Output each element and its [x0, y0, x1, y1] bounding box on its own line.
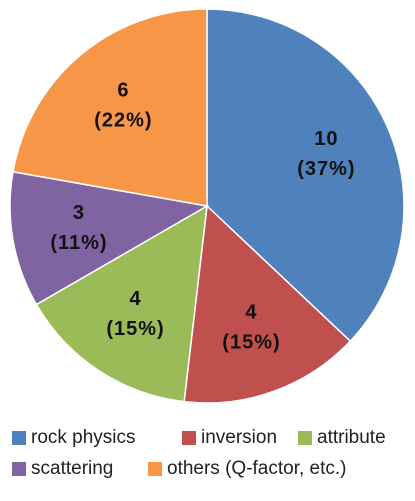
legend-swatch [182, 431, 196, 445]
pie-slice [183, 204, 352, 404]
legend-label: others (Q-factor, etc.) [167, 458, 347, 479]
legend-label: attribute [317, 427, 386, 448]
slice-value-label: 3 [73, 202, 85, 224]
slice-percent-label: (15%) [222, 331, 280, 353]
slice-value-label: 6 [117, 80, 129, 102]
pie-slice [12, 8, 208, 207]
slice-percent-label: (37%) [297, 158, 355, 180]
pie-slice [9, 170, 210, 306]
legend-swatch [12, 462, 26, 476]
legend-label: inversion [201, 427, 277, 448]
slice-value-label: 10 [314, 128, 338, 150]
pie-slice [206, 8, 405, 343]
legend-swatch [12, 431, 26, 445]
slice-value-label: 4 [245, 301, 257, 323]
slice-value-label: 4 [129, 288, 141, 310]
slice-percent-label: (11%) [50, 232, 107, 254]
slice-percent-label: (22%) [94, 110, 152, 132]
legend-label: scattering [31, 458, 113, 479]
legend-swatch [148, 462, 162, 476]
slice-percent-label: (15%) [106, 318, 164, 340]
pie-slice [35, 204, 208, 403]
legend-swatch [298, 431, 312, 445]
legend-label: rock physics [31, 427, 136, 448]
